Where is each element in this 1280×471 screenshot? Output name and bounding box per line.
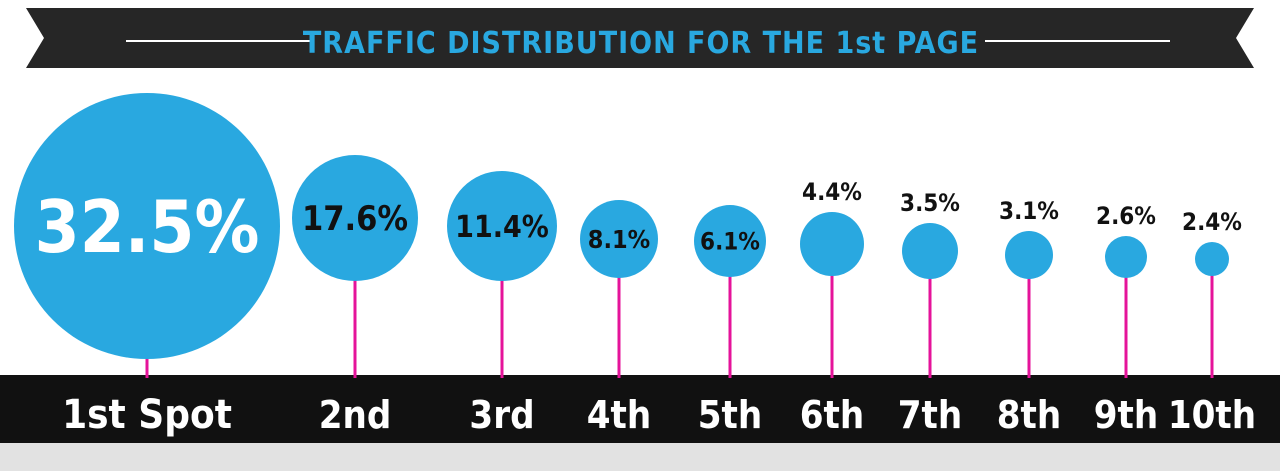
category-label-2: 2nd	[319, 393, 392, 437]
bubble-8	[1005, 231, 1053, 279]
category-label-9: 9th	[1094, 393, 1158, 437]
bubble-5	[694, 205, 766, 277]
value-label-10: 2.4%	[1182, 208, 1242, 236]
value-label-9: 2.6%	[1096, 202, 1156, 230]
category-label-8: 8th	[997, 393, 1061, 437]
bottom-bar	[0, 375, 1280, 443]
value-label-5: 6.1%	[700, 228, 760, 256]
value-label-4: 8.1%	[588, 225, 650, 254]
value-label-3: 11.4%	[455, 210, 549, 245]
stem-group	[145, 274, 1214, 378]
bubble-1	[14, 93, 280, 359]
title-ribbon: TRAFFIC DISTRIBUTION FOR THE 1st PAGE	[26, 8, 1254, 68]
category-label-5: 5th	[698, 393, 762, 437]
category-label-10: 10th	[1168, 393, 1256, 437]
value-label-7: 3.5%	[900, 189, 960, 217]
value-label-6: 4.4%	[802, 178, 862, 206]
bubble-group	[14, 93, 1229, 359]
footer-strip	[0, 443, 1280, 471]
ribbon-band	[26, 8, 1254, 68]
category-label-7: 7th	[898, 393, 962, 437]
bubble-4	[580, 200, 658, 278]
value-label-1: 32.5%	[35, 185, 260, 269]
category-label-3: 3rd	[469, 393, 534, 437]
category-label-group: 1st Spot 2nd 3rd 4th 5th 6th 7th 8th 9th 10th	[62, 392, 1256, 438]
chart-title: TRAFFIC DISTRIBUTION FOR THE 1st PAGE	[303, 26, 979, 61]
bubble-9	[1105, 236, 1147, 278]
bubble-3	[447, 171, 557, 281]
value-label-group: 32.5% 17.6% 11.4% 8.1% 6.1% 4.4% 3.5% 3.1% 2.6% 2…	[35, 178, 1242, 269]
category-label-4: 4th	[587, 393, 651, 437]
bubble-6	[800, 212, 864, 276]
bubble-10	[1195, 242, 1229, 276]
category-label-1: 1st Spot	[62, 392, 232, 438]
category-label-6: 6th	[800, 393, 864, 437]
value-label-2: 17.6%	[302, 199, 408, 239]
bubble-2	[292, 155, 418, 281]
value-label-8: 3.1%	[999, 197, 1059, 225]
bubble-7	[902, 223, 958, 279]
